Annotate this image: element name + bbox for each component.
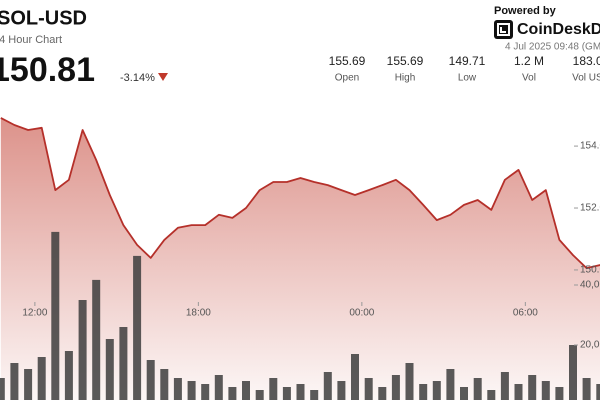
volume-bar xyxy=(555,387,564,400)
plot: 150.00 152.00 154.00 20,000 40,000 12:00 18:00… xyxy=(0,117,600,400)
volume-bar xyxy=(378,387,387,400)
volume-bar xyxy=(323,372,332,400)
price-change: -3.14% xyxy=(120,72,155,84)
volume-bar xyxy=(24,369,33,400)
stat-value: 155.69 xyxy=(329,54,366,68)
y-tick-label: 150.00 xyxy=(580,265,600,276)
volume-bar xyxy=(51,231,60,400)
volume-bar xyxy=(160,369,169,400)
stat-label: Low xyxy=(458,73,477,84)
volume-bar xyxy=(500,372,509,400)
brand-logo-mark xyxy=(497,23,510,36)
stat-value: 183.01 xyxy=(573,54,600,68)
volume-bar xyxy=(514,384,523,400)
volume-bar xyxy=(214,375,223,400)
volume-bar xyxy=(37,357,46,400)
volume-bar xyxy=(405,363,414,400)
volume-bar xyxy=(146,360,155,400)
volume-bar xyxy=(351,354,359,400)
volume-bar xyxy=(282,387,291,400)
chart-title: SOL-USD xyxy=(0,7,87,29)
stat-value: 155.69 xyxy=(387,54,424,68)
stat-label: Vol USD xyxy=(572,73,600,84)
stats: 155.69 Open 155.69 High 149.71 Low 1.2 M Vol 183… xyxy=(329,54,600,83)
volume-bar xyxy=(391,375,400,400)
volume-bar xyxy=(10,363,19,400)
volume-bar xyxy=(364,378,373,400)
volume-bar xyxy=(432,381,441,400)
x-tick-label: 18:00 xyxy=(186,308,211,319)
volume-bar xyxy=(92,279,101,400)
volume-bar xyxy=(0,378,5,400)
volume-bar xyxy=(337,381,346,400)
volume-bar xyxy=(310,390,319,400)
x-tick-label: 00:00 xyxy=(349,308,374,319)
volume-bar xyxy=(446,369,455,400)
volume-bar xyxy=(460,387,468,400)
x-tick-label: 06:00 xyxy=(513,308,538,319)
volume-bar xyxy=(64,351,73,400)
y-tick-label: 152.00 xyxy=(580,203,600,214)
volume-bar xyxy=(419,384,428,400)
volume-bar xyxy=(173,378,182,400)
volume-bar xyxy=(255,390,264,400)
brand-logo xyxy=(494,20,513,39)
x-tick-label: 12:00 xyxy=(22,308,47,319)
powered-by: Powered by xyxy=(494,5,557,17)
volume-bar xyxy=(119,327,128,400)
volume-bar xyxy=(473,378,482,400)
price-line xyxy=(0,117,600,269)
stat-label: Open xyxy=(335,73,359,84)
volume-bar xyxy=(228,387,237,400)
y-tick-label: 154.00 xyxy=(580,141,600,152)
volume-bar xyxy=(133,255,142,400)
brand-name: CoinDeskData xyxy=(517,21,600,38)
down-arrow xyxy=(158,73,168,81)
volume-bar xyxy=(201,384,210,400)
stat-value: 1.2 M xyxy=(514,54,544,68)
stat-value: 149.71 xyxy=(449,54,486,68)
timestamp: 4 Jul 2025 09:48 (GMT) xyxy=(505,42,600,53)
volume-bar xyxy=(242,381,250,400)
current-price: 150.81 xyxy=(0,51,95,89)
volume-bar xyxy=(187,381,196,400)
volume-bar xyxy=(582,378,591,400)
stat-label: High xyxy=(395,73,416,84)
stat-label: Vol xyxy=(522,73,536,84)
volume-bar xyxy=(269,378,278,400)
volume-bar xyxy=(596,384,600,400)
chart-subtitle: 24 Hour Chart xyxy=(0,34,62,46)
volume-bar xyxy=(569,345,577,400)
volume-bar xyxy=(528,375,537,400)
y2-tick-label: 20,000 xyxy=(580,340,600,351)
y2-tick-label: 40,000 xyxy=(580,280,600,291)
volume-bar xyxy=(105,339,114,400)
volume-bar xyxy=(296,384,305,400)
volume-bar xyxy=(487,390,496,400)
price-area xyxy=(0,117,600,400)
volume-bar xyxy=(78,300,87,400)
volume-bar xyxy=(541,381,550,400)
